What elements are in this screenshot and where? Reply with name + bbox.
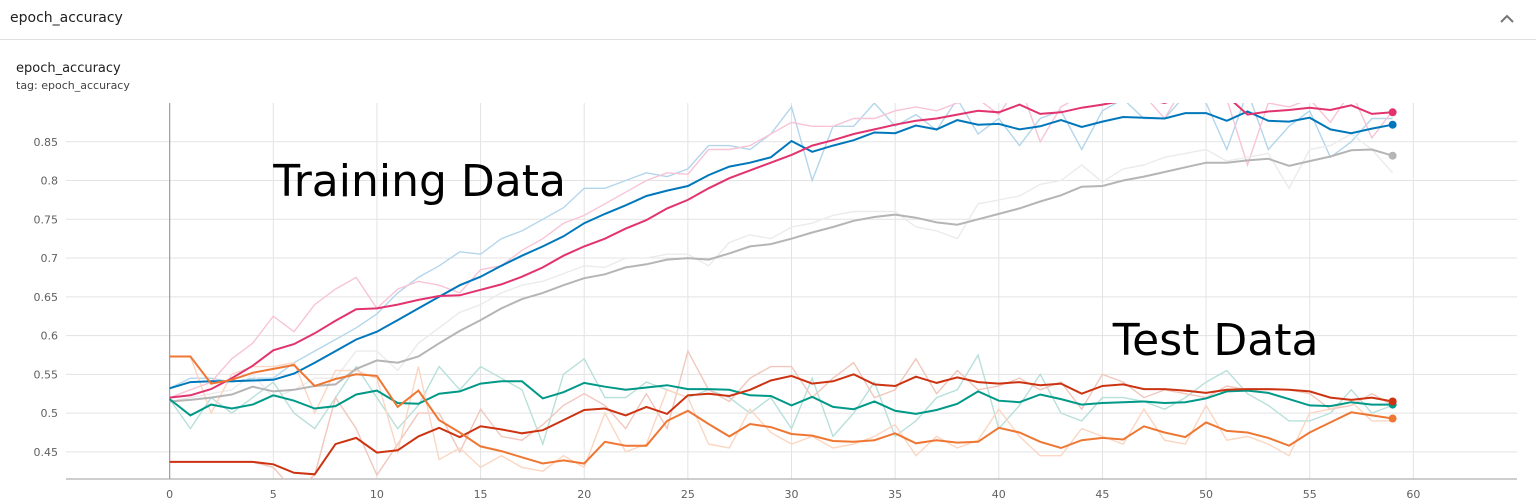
smoothed-series-line <box>168 380 1393 417</box>
y-tick-label: 0.5 <box>41 407 59 420</box>
card-header: epoch_accuracy <box>0 0 1536 40</box>
x-tick-label: 15 <box>474 488 488 501</box>
series-end-point <box>1388 120 1397 129</box>
x-tick-label: 40 <box>992 488 1006 501</box>
y-tick-label: 0.85 <box>34 136 59 149</box>
y-tick-label: 0.75 <box>34 213 59 226</box>
smoothed-series-group <box>168 103 1397 476</box>
raw-series-group <box>169 103 1394 479</box>
y-tick-label: 0.65 <box>34 291 59 304</box>
x-tick-label: 45 <box>1095 488 1109 501</box>
y-tick-label: 0.45 <box>34 446 59 459</box>
x-tick-label: 55 <box>1303 488 1317 501</box>
raw-series-line <box>169 103 1394 399</box>
x-tick-label: 50 <box>1199 488 1213 501</box>
raw-series-line <box>169 355 1393 472</box>
x-tick-label: 60 <box>1406 488 1420 501</box>
y-tick-label: 0.8 <box>41 175 59 188</box>
x-tick-label: 25 <box>681 488 695 501</box>
raw-series-line <box>169 133 1394 403</box>
smoothed-series-line <box>169 110 1393 390</box>
accuracy-line-chart[interactable]: 0.45 0.5 0.55 0.6 0.65 0.7 0.75 0.8 0.85 0 5 10 15 20… <box>0 95 1536 501</box>
x-tick-label: 30 <box>785 488 799 501</box>
x-tick-label: 20 <box>577 488 591 501</box>
series-end-point <box>1388 414 1397 423</box>
chart-annotations: Training Data Test Data <box>272 156 1318 366</box>
x-tick-label: 0 <box>166 488 173 501</box>
raw-series-line <box>169 103 1393 389</box>
card-header-title: epoch_accuracy <box>10 10 123 26</box>
y-tick-label: 0.6 <box>41 330 59 343</box>
y-tick-label: 0.7 <box>41 252 59 265</box>
smoothed-series-line <box>169 355 1393 465</box>
smoothed-series-line <box>169 373 1393 476</box>
raw-series-line <box>169 349 1393 479</box>
chart-title: epoch_accuracy <box>16 61 121 76</box>
series-end-point <box>1388 108 1397 117</box>
chart-annotation: Training Data <box>272 156 566 207</box>
series-end-point <box>1388 151 1397 160</box>
chart-tag: tag: epoch_accuracy <box>16 79 130 92</box>
series-end-point <box>1388 397 1397 406</box>
smoothed-series-line <box>169 148 1393 403</box>
x-tick-label: 35 <box>888 488 902 501</box>
y-tick-label: 0.55 <box>34 368 59 381</box>
smoothed-series-line <box>169 103 1393 399</box>
chevron-up-icon[interactable] <box>1498 10 1516 28</box>
chart-axes: 0.45 0.5 0.55 0.6 0.65 0.7 0.75 0.8 0.85 0 5 10 15 20… <box>34 103 1517 501</box>
chart-annotation: Test Data <box>1112 315 1319 366</box>
x-tick-label: 10 <box>370 488 384 501</box>
chart-grid <box>66 103 1517 479</box>
x-tick-label: 5 <box>270 488 277 501</box>
